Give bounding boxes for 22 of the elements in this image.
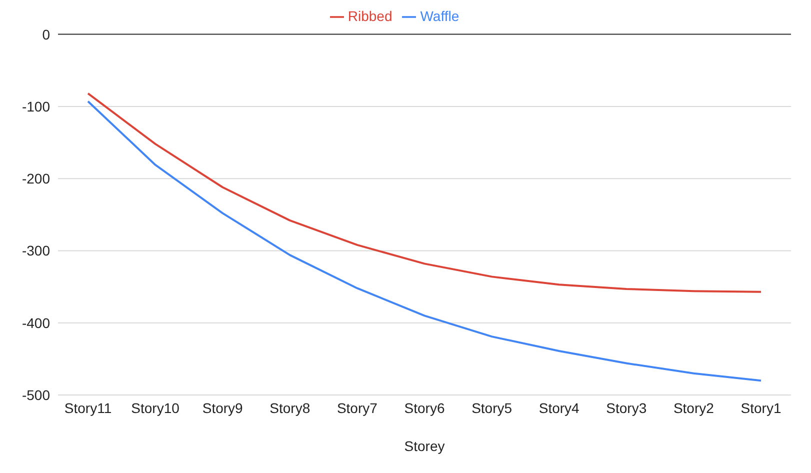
x-tick-label: Story5 xyxy=(472,400,512,416)
y-tick-label: 0 xyxy=(42,26,50,42)
line-series xyxy=(87,100,762,382)
y-tick-label: -400 xyxy=(22,314,50,331)
y-tick-label: -200 xyxy=(22,170,50,187)
x-tick-label: Story7 xyxy=(336,400,378,416)
y-tick-label: -100 xyxy=(22,98,50,114)
y-tick-label: -300 xyxy=(22,242,50,259)
x-tick-label: Story10 xyxy=(131,400,180,416)
x-tick-label: Story2 xyxy=(673,400,714,416)
x-tick-label: Story3 xyxy=(606,400,647,416)
x-tick-label: Story6 xyxy=(404,400,445,416)
y-tick-label: -500 xyxy=(22,386,50,403)
x-axis-title: Storey xyxy=(404,438,445,454)
x-tick-label: Story1 xyxy=(740,400,782,416)
line-series xyxy=(87,92,762,293)
x-tick-label: Story8 xyxy=(270,400,310,416)
legend-label: Waffle xyxy=(420,8,460,24)
x-tick-label: Story4 xyxy=(538,400,580,416)
legend-label: Ribbed xyxy=(348,8,392,24)
x-tick-label: Story9 xyxy=(202,400,244,416)
x-tick-label: Story11 xyxy=(64,400,112,416)
